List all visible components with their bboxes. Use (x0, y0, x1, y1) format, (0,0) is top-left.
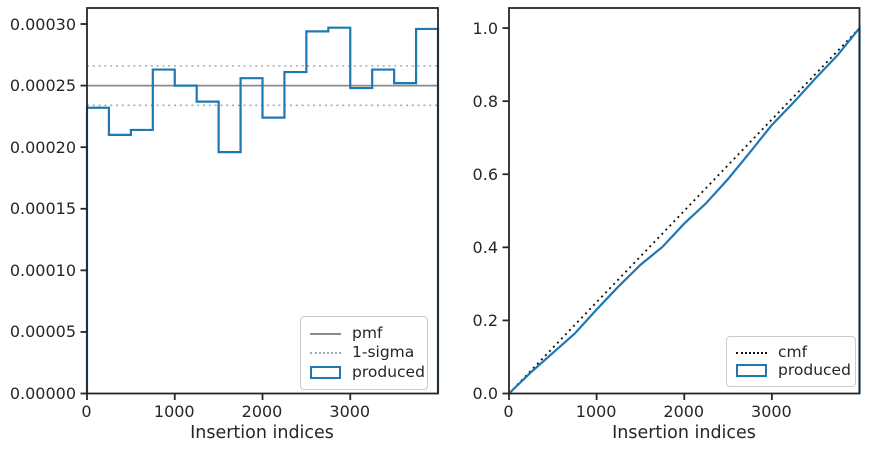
cmf-dotted-line-swatch (736, 351, 767, 354)
legend-label-cmf: cmf (778, 343, 808, 361)
pmf-line-swatch (310, 332, 341, 335)
y-tick-label: 0.00000 (9, 384, 76, 403)
x-tick-label: 3000 (751, 401, 792, 421)
y-tick-label: 0.4 (472, 237, 498, 257)
legend-item-produced: produced (736, 362, 851, 379)
x-tick-label: 0 (503, 401, 514, 421)
x-tick-label: 1000 (575, 401, 617, 421)
series-produced (507, 24, 861, 395)
y-tick-label: 0.00020 (9, 137, 76, 157)
legend-item-produced: produced (310, 364, 425, 381)
y-tick-label: 0.8 (472, 91, 498, 111)
produced-patch-swatch (310, 365, 341, 379)
y-tick-label: 0.00005 (9, 322, 76, 342)
legend-right: cmf produced (726, 336, 856, 387)
sigma-dotted-line-swatch (310, 351, 341, 354)
legend-item-pmf: pmf (310, 323, 418, 342)
pmf-plot-canvas (80, 7, 439, 400)
x-tick-label: 1000 (153, 401, 195, 421)
legend-label-produced: produced (778, 360, 851, 379)
x-axis-label-left: Insertion indices (190, 423, 334, 443)
x-axis-label-right: Insertion indices (612, 423, 756, 443)
y-tick-label: 0.0 (472, 384, 498, 403)
series-produced (85, 26, 439, 394)
legend-label-pmf: pmf (352, 323, 383, 342)
legend-label-sigma: 1-sigma (352, 343, 415, 362)
x-tick-label: 2000 (241, 401, 283, 421)
legend-item-cmf: cmf (736, 343, 846, 361)
y-tick-label: 0.00025 (9, 76, 76, 96)
y-tick-label: 0.2 (472, 310, 498, 330)
legend-item-sigma: 1-sigma (310, 345, 418, 361)
y-tick-label: 0.00015 (9, 199, 76, 219)
y-tick-label: 0.6 (472, 164, 498, 184)
y-tick-label: 1.0 (472, 18, 498, 38)
legend-left: pmf 1-sigma produced (300, 316, 428, 390)
produced-patch-swatch (736, 363, 767, 377)
x-tick-label: 3000 (329, 401, 371, 421)
y-tick-label: 0.00030 (9, 14, 76, 34)
y-tick-label: 0.00010 (9, 260, 76, 280)
x-tick-label: 2000 (663, 401, 705, 421)
cmf-plot-canvas (502, 7, 861, 400)
x-tick-label: 0 (81, 401, 92, 421)
legend-label-produced: produced (352, 362, 425, 381)
